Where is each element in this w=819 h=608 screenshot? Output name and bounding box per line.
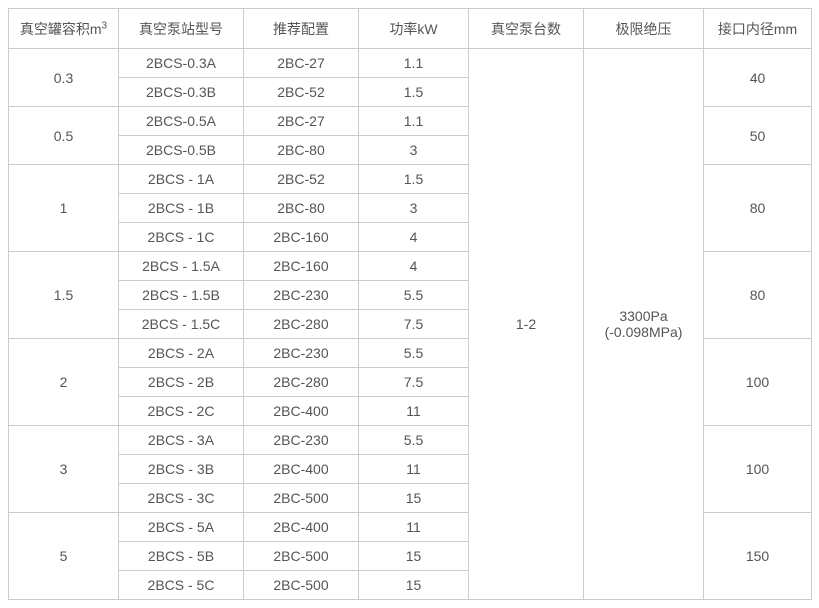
config-cell: 2BC-280: [244, 368, 359, 397]
volume-cell: 5: [9, 513, 119, 600]
power-cell: 11: [359, 513, 469, 542]
diameter-cell: 40: [704, 49, 812, 107]
power-cell: 15: [359, 571, 469, 600]
diameter-cell: 50: [704, 107, 812, 165]
power-cell: 7.5: [359, 310, 469, 339]
col-header-5: 极限绝压: [584, 9, 704, 49]
diameter-cell: 80: [704, 252, 812, 339]
config-cell: 2BC-500: [244, 571, 359, 600]
model-cell: 2BCS - 1A: [119, 165, 244, 194]
model-cell: 2BCS - 2B: [119, 368, 244, 397]
config-cell: 2BC-52: [244, 78, 359, 107]
power-cell: 1.1: [359, 49, 469, 78]
config-cell: 2BC-230: [244, 426, 359, 455]
spec-table-head: 真空罐容积m3真空泵站型号推荐配置功率kW真空泵台数极限绝压接口内径mm: [9, 9, 812, 49]
config-cell: 2BC-400: [244, 455, 359, 484]
config-cell: 2BC-80: [244, 194, 359, 223]
config-cell: 2BC-160: [244, 252, 359, 281]
model-cell: 2BCS - 3C: [119, 484, 244, 513]
diameter-cell: 80: [704, 165, 812, 252]
model-cell: 2BCS - 5C: [119, 571, 244, 600]
col-header-6: 接口内径mm: [704, 9, 812, 49]
config-cell: 2BC-500: [244, 484, 359, 513]
config-cell: 2BC-500: [244, 542, 359, 571]
power-cell: 1.1: [359, 107, 469, 136]
power-cell: 1.5: [359, 78, 469, 107]
config-cell: 2BC-400: [244, 513, 359, 542]
diameter-cell: 150: [704, 513, 812, 600]
config-cell: 2BC-400: [244, 397, 359, 426]
config-cell: 2BC-280: [244, 310, 359, 339]
config-cell: 2BC-52: [244, 165, 359, 194]
volume-cell: 3: [9, 426, 119, 513]
power-cell: 4: [359, 252, 469, 281]
spec-table-body: 0.32BCS-0.3A2BC-271.11-23300Pa(-0.098MPa…: [9, 49, 812, 600]
model-cell: 2BCS - 1.5A: [119, 252, 244, 281]
header-row: 真空罐容积m3真空泵站型号推荐配置功率kW真空泵台数极限绝压接口内径mm: [9, 9, 812, 49]
col-header-0: 真空罐容积m3: [9, 9, 119, 49]
model-cell: 2BCS-0.5A: [119, 107, 244, 136]
power-cell: 3: [359, 136, 469, 165]
model-cell: 2BCS-0.3B: [119, 78, 244, 107]
diameter-cell: 100: [704, 426, 812, 513]
model-cell: 2BCS - 2A: [119, 339, 244, 368]
power-cell: 15: [359, 484, 469, 513]
pressure-cell: 3300Pa(-0.098MPa): [584, 49, 704, 600]
power-cell: 7.5: [359, 368, 469, 397]
volume-cell: 1: [9, 165, 119, 252]
power-cell: 5.5: [359, 426, 469, 455]
model-cell: 2BCS - 3B: [119, 455, 244, 484]
model-cell: 2BCS - 5A: [119, 513, 244, 542]
table-row: 0.32BCS-0.3A2BC-271.11-23300Pa(-0.098MPa…: [9, 49, 812, 78]
power-cell: 3: [359, 194, 469, 223]
model-cell: 2BCS - 1C: [119, 223, 244, 252]
power-cell: 11: [359, 397, 469, 426]
model-cell: 2BCS - 2C: [119, 397, 244, 426]
col-header-2: 推荐配置: [244, 9, 359, 49]
pump-count-cell: 1-2: [469, 49, 584, 600]
volume-cell: 1.5: [9, 252, 119, 339]
power-cell: 5.5: [359, 339, 469, 368]
power-cell: 1.5: [359, 165, 469, 194]
model-cell: 2BCS - 5B: [119, 542, 244, 571]
config-cell: 2BC-160: [244, 223, 359, 252]
model-cell: 2BCS - 1.5B: [119, 281, 244, 310]
volume-cell: 0.5: [9, 107, 119, 165]
diameter-cell: 100: [704, 339, 812, 426]
power-cell: 11: [359, 455, 469, 484]
power-cell: 5.5: [359, 281, 469, 310]
col-header-4: 真空泵台数: [469, 9, 584, 49]
config-cell: 2BC-230: [244, 339, 359, 368]
volume-cell: 0.3: [9, 49, 119, 107]
config-cell: 2BC-80: [244, 136, 359, 165]
config-cell: 2BC-230: [244, 281, 359, 310]
col-header-3: 功率kW: [359, 9, 469, 49]
power-cell: 15: [359, 542, 469, 571]
model-cell: 2BCS - 1B: [119, 194, 244, 223]
model-cell: 2BCS-0.5B: [119, 136, 244, 165]
power-cell: 4: [359, 223, 469, 252]
volume-cell: 2: [9, 339, 119, 426]
config-cell: 2BC-27: [244, 107, 359, 136]
model-cell: 2BCS-0.3A: [119, 49, 244, 78]
config-cell: 2BC-27: [244, 49, 359, 78]
spec-table: 真空罐容积m3真空泵站型号推荐配置功率kW真空泵台数极限绝压接口内径mm 0.3…: [8, 8, 812, 600]
model-cell: 2BCS - 3A: [119, 426, 244, 455]
col-header-1: 真空泵站型号: [119, 9, 244, 49]
model-cell: 2BCS - 1.5C: [119, 310, 244, 339]
